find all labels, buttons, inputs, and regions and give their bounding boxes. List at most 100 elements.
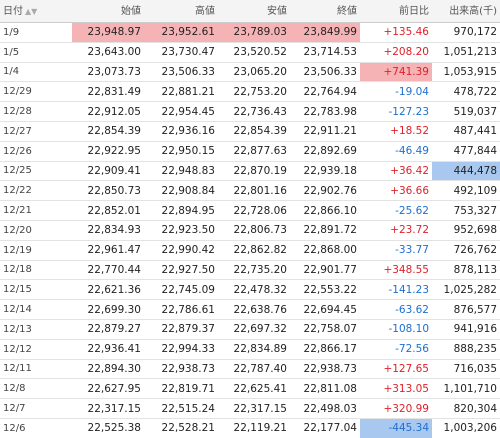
header-text: 始値	[121, 5, 141, 17]
value-cell: 22,854.39	[218, 121, 290, 142]
value-cell: +18.52	[360, 121, 432, 142]
value-cell: 22,625.41	[218, 378, 290, 400]
value-cell: 22,939.18	[290, 161, 360, 182]
value-cell: 22,894.30	[72, 359, 144, 380]
value-cell: 22,770.44	[72, 260, 144, 281]
table-row: 12/11 22,894.30 22,938.73 22,787.40 22,938.7…	[0, 359, 500, 380]
value-cell: -33.77	[360, 240, 432, 261]
value-cell: 22,936.16	[144, 121, 218, 142]
value-cell: 23,065.20	[218, 62, 290, 83]
column-header: 高値	[144, 0, 218, 23]
value-cell: 22,819.71	[144, 378, 218, 400]
value-cell: 23,849.99	[290, 22, 360, 43]
value-cell: 23,730.47	[144, 42, 218, 63]
value-cell: 22,834.89	[218, 339, 290, 360]
value-cell: 1,101,710	[432, 378, 500, 400]
table-row: 12/25 22,909.41 22,948.83 22,870.19 22,939.1…	[0, 161, 500, 182]
value-cell: +348.55	[360, 260, 432, 281]
value-cell: +320.99	[360, 398, 432, 419]
date-cell: 12/11	[0, 359, 72, 380]
value-cell: 22,912.05	[72, 101, 144, 122]
date-cell: 12/26	[0, 141, 72, 162]
column-header: 日付 ▲▼	[0, 0, 72, 23]
value-cell: 22,119.21	[218, 418, 290, 438]
value-cell: 22,852.01	[72, 200, 144, 221]
table-row: 12/27 22,854.39 22,936.16 22,854.39 22,911.2…	[0, 121, 500, 142]
date-cell: 1/5	[0, 42, 72, 63]
value-cell: 1,051,213	[432, 42, 500, 63]
date-cell: 12/7	[0, 398, 72, 419]
value-cell: 22,894.95	[144, 200, 218, 221]
value-cell: 22,736.43	[218, 101, 290, 122]
value-cell: 23,948.97	[72, 22, 144, 43]
date-cell: 12/20	[0, 220, 72, 241]
value-cell: 23,643.00	[72, 42, 144, 63]
date-cell: 12/8	[0, 378, 72, 400]
table-row: 12/19 22,961.47 22,990.42 22,862.82 22,868.0…	[0, 240, 500, 261]
value-cell: 487,441	[432, 121, 500, 142]
value-cell: -127.23	[360, 101, 432, 122]
date-cell: 12/13	[0, 319, 72, 340]
date-cell: 12/25	[0, 161, 72, 182]
value-cell: 22,753.20	[218, 81, 290, 103]
value-cell: +127.65	[360, 359, 432, 380]
value-cell: 22,936.41	[72, 339, 144, 360]
value-cell: 22,990.42	[144, 240, 218, 261]
value-cell: 23,073.73	[72, 62, 144, 83]
value-cell: 22,954.45	[144, 101, 218, 122]
value-cell: 23,714.53	[290, 42, 360, 63]
value-cell: 22,961.47	[72, 240, 144, 261]
value-cell: 753,327	[432, 200, 500, 221]
value-cell: 22,902.76	[290, 180, 360, 202]
value-cell: 22,870.19	[218, 161, 290, 182]
value-cell: 22,177.04	[290, 418, 360, 438]
date-cell: 12/12	[0, 339, 72, 360]
value-cell: 878,113	[432, 260, 500, 281]
column-header: 出来高(千)	[432, 0, 500, 23]
value-cell: 22,877.63	[218, 141, 290, 162]
value-cell: 22,938.73	[144, 359, 218, 380]
value-cell: 1,053,915	[432, 62, 500, 83]
sort-arrows[interactable]: ▲▼	[25, 6, 38, 16]
value-cell: +208.20	[360, 42, 432, 63]
date-cell: 12/27	[0, 121, 72, 142]
table-row: 12/7 22,317.15 22,515.24 22,317.15 22,498.03…	[0, 398, 500, 419]
table-body: 1/9 23,948.97 23,952.61 23,789.03 23,849.99 +…	[0, 22, 500, 438]
value-cell: 22,528.21	[144, 418, 218, 438]
table-row: 12/13 22,879.27 22,879.37 22,697.32 22,758.0…	[0, 319, 500, 340]
value-cell: 22,811.08	[290, 378, 360, 400]
table-row: 12/6 22,525.38 22,528.21 22,119.21 22,177.04…	[0, 418, 500, 438]
table-row: 12/20 22,834.93 22,923.50 22,806.73 22,891.7…	[0, 220, 500, 241]
value-cell: 22,621.36	[72, 279, 144, 301]
value-cell: 22,922.95	[72, 141, 144, 162]
date-cell: 12/21	[0, 200, 72, 221]
value-cell: 492,109	[432, 180, 500, 202]
value-cell: 22,938.73	[290, 359, 360, 380]
date-cell: 12/6	[0, 418, 72, 438]
value-cell: 22,866.10	[290, 200, 360, 221]
column-header: 前日比	[360, 0, 432, 23]
value-cell: 22,801.16	[218, 180, 290, 202]
value-cell: 22,909.41	[72, 161, 144, 182]
value-cell: 22,317.15	[72, 398, 144, 419]
table-row: 12/12 22,936.41 22,994.33 22,834.89 22,866.1…	[0, 339, 500, 360]
header-text: 日付	[3, 5, 23, 17]
table-row: 1/4 23,073.73 23,506.33 23,065.20 23,506.33 +…	[0, 62, 500, 83]
date-cell: 12/19	[0, 240, 72, 261]
value-cell: 726,762	[432, 240, 500, 261]
value-cell: 22,994.33	[144, 339, 218, 360]
value-cell: -46.49	[360, 141, 432, 162]
value-cell: 22,697.32	[218, 319, 290, 340]
header-text: 高値	[195, 5, 215, 17]
value-cell: 22,927.50	[144, 260, 218, 281]
table-row: 12/29 22,831.49 22,881.21 22,753.20 22,764.9…	[0, 81, 500, 103]
date-cell: 1/4	[0, 62, 72, 83]
value-cell: 22,879.37	[144, 319, 218, 340]
value-cell: 22,948.83	[144, 161, 218, 182]
column-header: 終値	[290, 0, 360, 23]
column-header: 安値	[218, 0, 290, 23]
value-cell: 716,035	[432, 359, 500, 380]
date-cell: 12/18	[0, 260, 72, 281]
